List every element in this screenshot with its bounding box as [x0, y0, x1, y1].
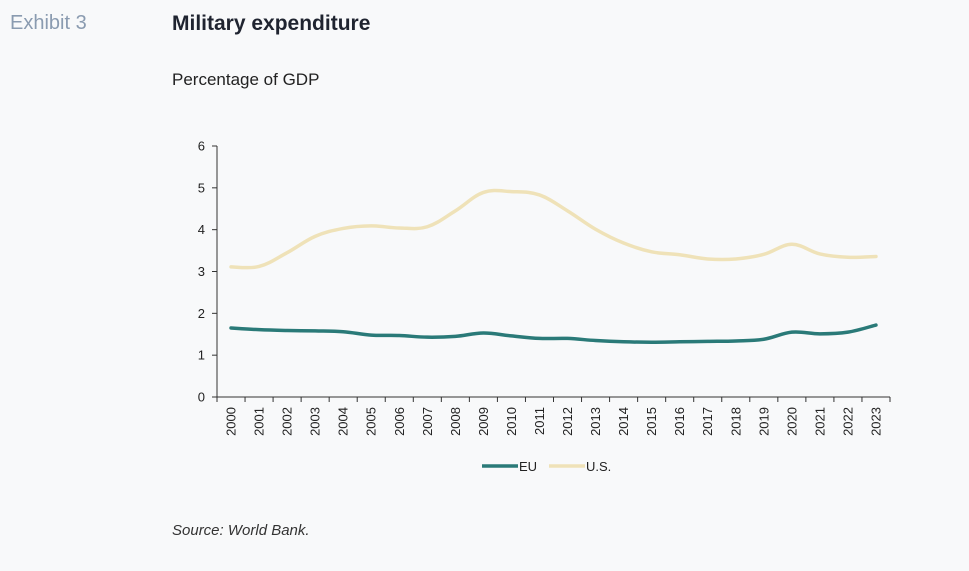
y-tick-label: 6 — [198, 139, 205, 154]
y-tick-label: 1 — [198, 348, 205, 363]
x-tick-label: 2019 — [756, 407, 771, 436]
x-tick-label: 2017 — [700, 407, 715, 436]
y-tick-label: 5 — [198, 180, 205, 195]
x-tick-label: 2012 — [560, 407, 575, 436]
y-tick-label: 0 — [198, 390, 205, 405]
x-tick-label: 2020 — [784, 407, 799, 436]
x-tick-label: 2011 — [532, 407, 547, 435]
x-tick-label: 2004 — [336, 407, 351, 436]
x-tick-label: 2018 — [728, 407, 743, 436]
legend-label-u-s: U.S. — [586, 459, 611, 474]
series-line-u-s — [229, 188, 878, 270]
x-tick-label: 2005 — [364, 407, 379, 436]
x-tick-label: 2002 — [280, 407, 295, 436]
exhibit-label: Exhibit 3 — [10, 12, 87, 34]
x-tick-label: 2008 — [448, 407, 463, 436]
x-tick-label: 2021 — [812, 407, 827, 436]
y-tick-label: 2 — [198, 306, 205, 321]
chart-title: Military expenditure — [172, 12, 371, 35]
x-tick-label: 2015 — [644, 407, 659, 436]
x-tick-label: 2010 — [504, 407, 519, 436]
x-tick-label: 2006 — [392, 407, 407, 436]
legend-label-eu: EU — [519, 459, 537, 474]
x-tick-label: 2014 — [616, 407, 631, 436]
y-tick-label: 3 — [198, 264, 205, 279]
y-tick-label: 4 — [198, 222, 205, 237]
x-tick-label: 2001 — [252, 407, 267, 436]
source-note: Source: World Bank. — [172, 522, 310, 539]
x-tick-label: 2023 — [868, 407, 883, 436]
x-tick-label: 2013 — [588, 407, 603, 436]
x-tick-label: 2022 — [840, 407, 855, 436]
x-tick-label: 2007 — [420, 407, 435, 436]
x-tick-label: 2003 — [308, 407, 323, 436]
x-tick-label: 2000 — [224, 407, 239, 436]
chart-subtitle: Percentage of GDP — [172, 70, 320, 89]
x-tick-label: 2009 — [476, 407, 491, 436]
x-tick-label: 2016 — [672, 407, 687, 436]
series-line-eu — [229, 323, 878, 344]
